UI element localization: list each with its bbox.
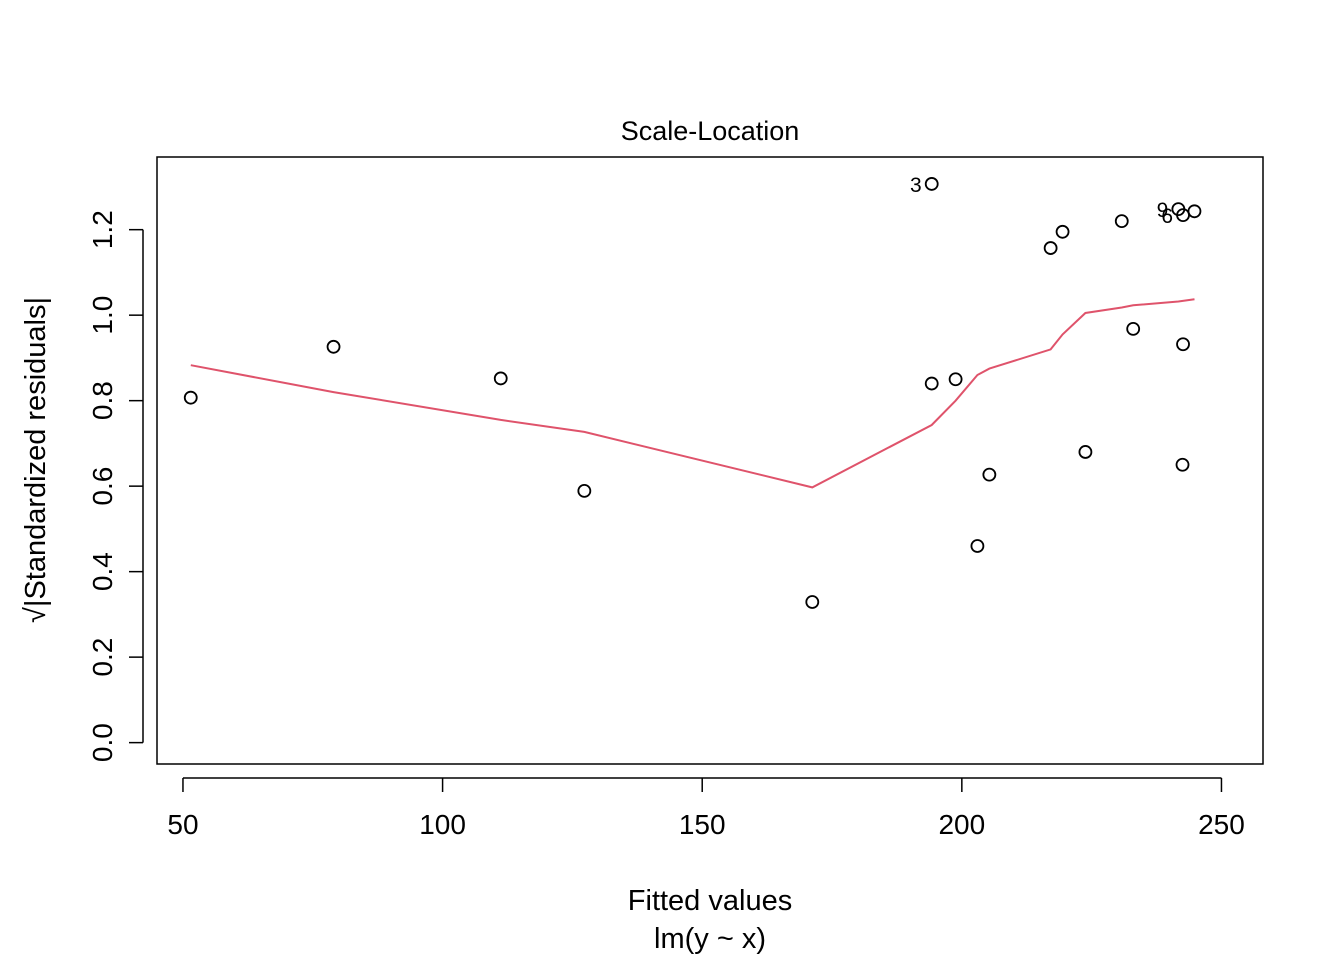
data-point [924,376,939,391]
y-tick-label: 0.6 [87,467,118,506]
data-point [924,177,939,191]
data-point [1055,224,1070,239]
data-point [1114,214,1129,229]
smooth-trend-line [190,298,1195,489]
data-point [1176,337,1190,352]
x-tick-label: 150 [679,809,726,840]
data-point [326,339,341,354]
data-point [1126,321,1141,336]
x-tick-label: 50 [167,809,198,840]
data-point [1043,241,1058,255]
data-point [1175,457,1190,472]
data-point [1187,204,1202,219]
y-tick-label: 1.2 [87,210,118,249]
x-axis-label: Fitted values [628,885,792,917]
plot-area: 50 100 150 200 250 0.0 0.2 0.4 0.6 0.8 1.0 1.2 3 96 [87,156,1264,840]
y-tick-label: 0.2 [87,638,118,677]
data-point [982,467,997,482]
data-point [805,595,820,609]
y-tick-label: 0.4 [87,552,118,591]
y-tick-label: 0.0 [87,723,118,762]
y-axis-label: √|Standardized residuals| [20,297,52,623]
x-tick-label: 100 [419,809,466,840]
x-axis-sublabel: lm(y ~ x) [654,923,766,955]
y-tick-label: 1.0 [87,296,118,335]
x-tick-label: 250 [1198,809,1245,840]
x-tick-label: 200 [938,809,985,840]
point-label: 3 [910,174,922,197]
point-label: 9 [1157,199,1169,222]
chart-title: Scale-Location [621,116,800,146]
data-point [970,539,985,553]
point-label: 6 [1161,205,1173,228]
data-point [183,390,198,405]
data-point [1078,445,1093,459]
data-point [948,372,963,387]
data-point [493,371,508,386]
y-tick-label: 0.8 [87,381,118,420]
data-point [577,483,592,498]
plot-frame [156,156,1264,765]
